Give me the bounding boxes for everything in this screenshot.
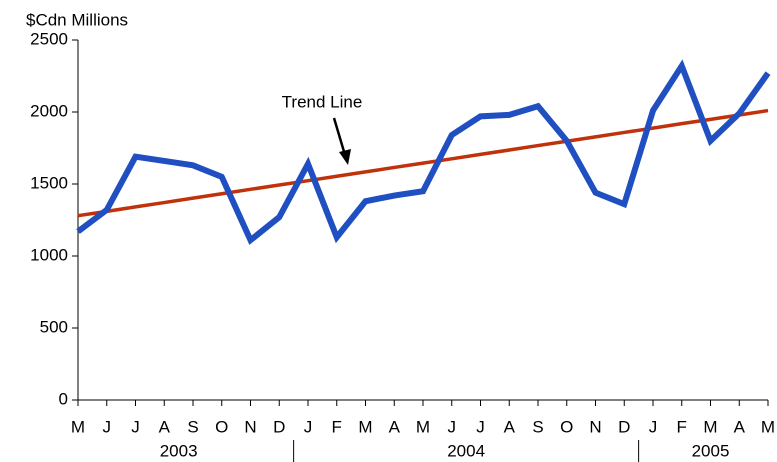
y-tick-label: 1000 bbox=[30, 245, 68, 264]
x-tick-label: N bbox=[589, 417, 601, 436]
x-tick-label: M bbox=[703, 417, 717, 436]
annotation-arrow bbox=[332, 117, 347, 156]
x-tick-label: O bbox=[215, 417, 228, 436]
y-tick-label: 1500 bbox=[30, 173, 68, 192]
data-line bbox=[76, 59, 771, 245]
x-tick-label: A bbox=[734, 417, 746, 436]
x-tick-label: J bbox=[103, 417, 112, 436]
x-tick-label: D bbox=[273, 417, 285, 436]
x-tick-label: N bbox=[244, 417, 256, 436]
x-tick-label: J bbox=[304, 417, 313, 436]
x-tick-label: M bbox=[71, 417, 85, 436]
x-tick-label: A bbox=[504, 417, 516, 436]
y-tick-label: 2500 bbox=[30, 29, 68, 48]
x-tick-label: M bbox=[358, 417, 372, 436]
y-tick-label: 2000 bbox=[30, 101, 68, 120]
year-label: 2003 bbox=[160, 441, 198, 460]
year-label: 2004 bbox=[447, 441, 485, 460]
x-tick-label: S bbox=[532, 417, 543, 436]
year-label: 2005 bbox=[692, 441, 730, 460]
x-tick-label: S bbox=[187, 417, 198, 436]
y-tick-label: 0 bbox=[59, 389, 68, 408]
x-tick-label: D bbox=[618, 417, 630, 436]
x-tick-label: F bbox=[677, 417, 687, 436]
x-tick-label: F bbox=[332, 417, 342, 436]
x-tick-label: J bbox=[476, 417, 485, 436]
x-tick-label: J bbox=[448, 417, 457, 436]
trend-line bbox=[77, 108, 769, 218]
x-tick-label: M bbox=[416, 417, 430, 436]
annotation-arrowhead bbox=[339, 149, 351, 165]
x-tick-label: A bbox=[159, 417, 171, 436]
y-axis-label: $Cdn Millions bbox=[26, 10, 128, 29]
x-tick-label: J bbox=[649, 417, 658, 436]
x-tick-label: M bbox=[761, 417, 775, 436]
x-tick-label: A bbox=[389, 417, 401, 436]
annotation: Trend Line bbox=[282, 92, 363, 111]
x-tick-label: O bbox=[560, 417, 573, 436]
y-tick-label: 500 bbox=[40, 317, 68, 336]
x-tick-label: J bbox=[131, 417, 140, 436]
